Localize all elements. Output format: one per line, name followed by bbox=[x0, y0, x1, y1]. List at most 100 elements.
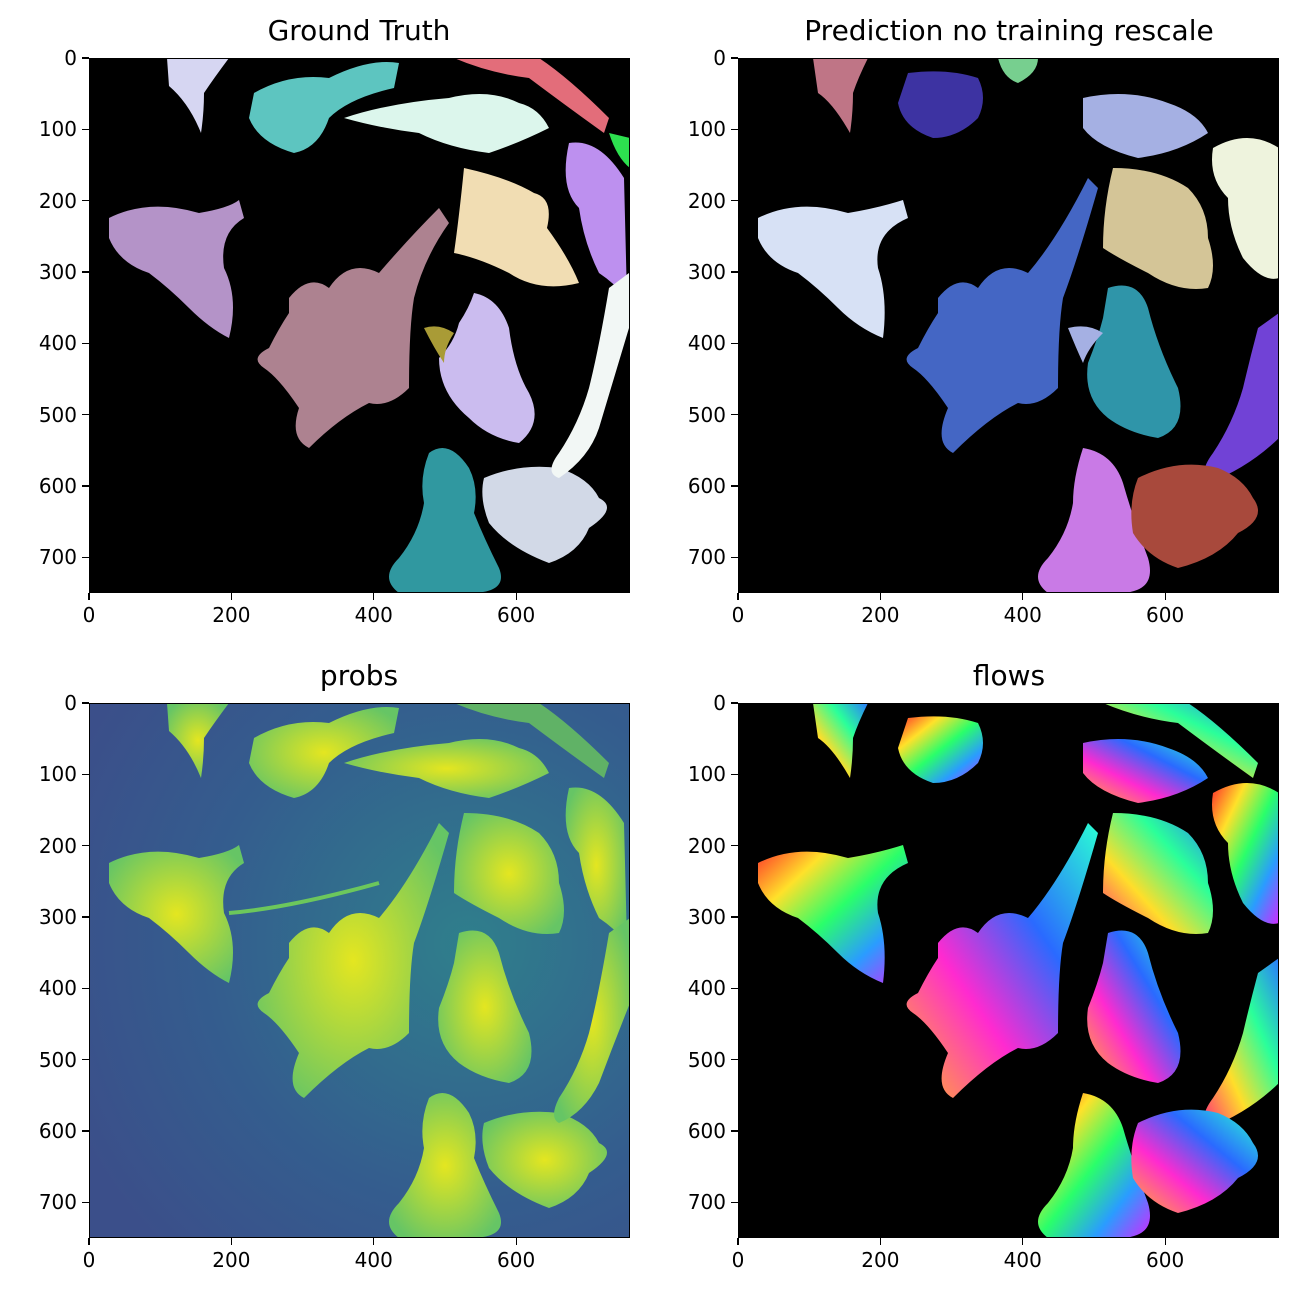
y-tick-mark bbox=[731, 128, 738, 130]
x-tick-mark bbox=[1164, 593, 1166, 600]
cell-mask bbox=[454, 58, 609, 133]
y-tick-label: 300 bbox=[687, 260, 726, 284]
y-tick-label: 300 bbox=[38, 260, 77, 284]
x-tick-mark bbox=[1022, 593, 1024, 600]
y-tick-label: 300 bbox=[38, 905, 77, 929]
cell-mask bbox=[898, 71, 983, 138]
x-tick-label: 400 bbox=[354, 1248, 393, 1272]
y-tick-label: 600 bbox=[687, 474, 726, 498]
y-tick-label: 400 bbox=[38, 331, 77, 356]
y-tick-mark bbox=[82, 916, 89, 918]
y-tick-label: 100 bbox=[38, 762, 77, 787]
cell-mask bbox=[109, 200, 244, 338]
y-tick-mark bbox=[731, 556, 738, 558]
cell-mask bbox=[389, 448, 501, 593]
y-tick-label: 400 bbox=[38, 976, 77, 1001]
cell-mask bbox=[1103, 168, 1213, 289]
x-tick-label: 400 bbox=[354, 603, 393, 627]
cell-mask bbox=[551, 273, 629, 478]
x-tick-mark bbox=[230, 593, 232, 600]
y-tick-label: 200 bbox=[38, 188, 77, 213]
cell-mask bbox=[344, 94, 549, 153]
x-tick-label: 200 bbox=[212, 603, 251, 627]
x-tick-label: 200 bbox=[212, 1248, 251, 1272]
y-tick-mark bbox=[82, 414, 89, 416]
x-tick-mark bbox=[515, 1238, 517, 1245]
y-tick-mark bbox=[731, 987, 738, 989]
y-tick-mark bbox=[82, 342, 89, 344]
x-tick-mark bbox=[373, 593, 375, 600]
y-tick-mark bbox=[82, 485, 89, 487]
x-tick-label: 200 bbox=[861, 603, 900, 627]
y-tick-mark bbox=[731, 773, 738, 775]
y-tick-mark bbox=[731, 271, 738, 273]
cell-mask bbox=[609, 133, 630, 168]
prediction-image bbox=[738, 58, 1279, 593]
x-tick-mark bbox=[879, 1238, 881, 1245]
y-tick-mark bbox=[731, 414, 738, 416]
cell-mask bbox=[1204, 313, 1279, 483]
x-tick-label: 0 bbox=[731, 1248, 745, 1272]
y-tick-label: 400 bbox=[687, 976, 726, 1001]
x-tick-mark bbox=[737, 593, 739, 600]
y-tick-label: 0 bbox=[64, 691, 77, 715]
y-tick-label: 0 bbox=[713, 46, 726, 70]
y-tick-label: 400 bbox=[687, 331, 726, 356]
y-tick-mark bbox=[731, 1130, 738, 1132]
x-tick-label: 200 bbox=[861, 1248, 900, 1272]
y-tick-mark bbox=[731, 200, 738, 202]
cell-mask bbox=[257, 208, 449, 448]
y-tick-label: 200 bbox=[687, 188, 726, 213]
y-tick-label: 700 bbox=[38, 545, 77, 570]
y-tick-label: 500 bbox=[687, 402, 726, 427]
x-tick-mark bbox=[88, 593, 90, 600]
ground-truth-image bbox=[89, 58, 630, 593]
x-tick-mark bbox=[879, 593, 881, 600]
y-tick-mark bbox=[82, 702, 89, 704]
y-tick-mark bbox=[731, 1201, 738, 1203]
cell-mask bbox=[1087, 285, 1181, 438]
y-tick-mark bbox=[82, 200, 89, 202]
y-tick-label: 300 bbox=[687, 905, 726, 929]
cell-mask bbox=[1083, 94, 1208, 158]
cell-mask bbox=[424, 326, 454, 363]
x-tick-label: 600 bbox=[1146, 1248, 1185, 1272]
x-tick-label: 0 bbox=[82, 1248, 96, 1272]
y-tick-mark bbox=[82, 271, 89, 273]
y-tick-mark bbox=[731, 845, 738, 847]
y-tick-label: 0 bbox=[713, 691, 726, 715]
panel-title-probs: probs bbox=[319, 659, 399, 692]
x-tick-label: 0 bbox=[82, 603, 96, 627]
y-tick-mark bbox=[82, 556, 89, 558]
cell-mask bbox=[1212, 138, 1279, 279]
y-tick-label: 200 bbox=[687, 833, 726, 858]
y-tick-label: 200 bbox=[38, 833, 77, 858]
x-tick-mark bbox=[1022, 1238, 1024, 1245]
x-tick-mark bbox=[737, 1238, 739, 1245]
x-tick-label: 600 bbox=[497, 603, 536, 627]
y-tick-mark bbox=[731, 485, 738, 487]
y-tick-mark bbox=[82, 773, 89, 775]
y-tick-mark bbox=[82, 128, 89, 130]
cell-mask bbox=[167, 58, 229, 133]
panel-title-ground-truth: Ground Truth bbox=[267, 14, 451, 47]
cell-mask bbox=[813, 58, 868, 133]
y-tick-label: 600 bbox=[687, 1119, 726, 1143]
y-tick-label: 600 bbox=[38, 474, 77, 498]
y-tick-mark bbox=[82, 57, 89, 59]
y-tick-mark bbox=[731, 1059, 738, 1061]
x-tick-mark bbox=[1164, 1238, 1166, 1245]
y-tick-label: 0 bbox=[64, 46, 77, 70]
cell-mask bbox=[1038, 448, 1150, 593]
y-tick-mark bbox=[731, 57, 738, 59]
cell-mask bbox=[249, 62, 399, 153]
cell-mask bbox=[482, 466, 607, 563]
cell-mask bbox=[998, 58, 1038, 83]
y-tick-label: 100 bbox=[687, 117, 726, 142]
cell-mask bbox=[1131, 464, 1258, 568]
y-tick-label: 100 bbox=[687, 762, 726, 787]
y-tick-label: 700 bbox=[687, 1190, 726, 1215]
y-tick-mark bbox=[82, 845, 89, 847]
x-tick-label: 400 bbox=[1003, 603, 1042, 627]
